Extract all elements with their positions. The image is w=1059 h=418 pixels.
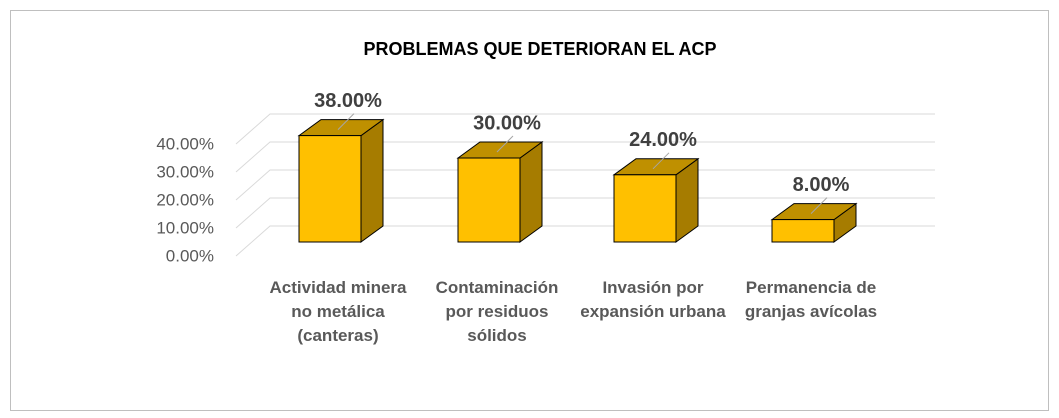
bar [613, 174, 677, 243]
grid-line [235, 141, 935, 173]
bar [771, 219, 835, 243]
y-tick-label: 10.00% [156, 218, 214, 237]
x-tick-label: Actividad minera no metálica (canteras) [269, 278, 407, 345]
grid-line [235, 197, 935, 229]
data-label: 30.00% [473, 112, 541, 134]
data-label: 24.00% [629, 129, 697, 151]
leader-line [652, 152, 670, 170]
bar-side [519, 141, 543, 243]
grid-line [235, 169, 935, 201]
bar [298, 135, 362, 243]
y-tick-label: 0.00% [166, 246, 214, 265]
leader-line [810, 197, 828, 214]
x-tick-label: Invasión por expansión urbana [580, 278, 726, 321]
grid-line [235, 113, 935, 145]
leader-line [496, 135, 514, 153]
chart-title: PROBLEMAS QUE DETERIORAN EL ACP [363, 39, 716, 59]
x-tick-label: Contaminación por residuos sólidos [435, 278, 559, 345]
data-label: 38.00% [314, 90, 382, 112]
leader-line [337, 113, 355, 130]
bar [457, 157, 521, 243]
y-tick-label: 20.00% [156, 190, 214, 209]
data-label: 8.00% [793, 174, 850, 196]
bar-side [360, 118, 384, 243]
x-tick-label: Permanencia de granjas avícolas [744, 278, 878, 321]
y-tick-label: 40.00% [156, 134, 214, 153]
grid-line [235, 225, 935, 257]
y-tick-label: 30.00% [156, 162, 214, 181]
